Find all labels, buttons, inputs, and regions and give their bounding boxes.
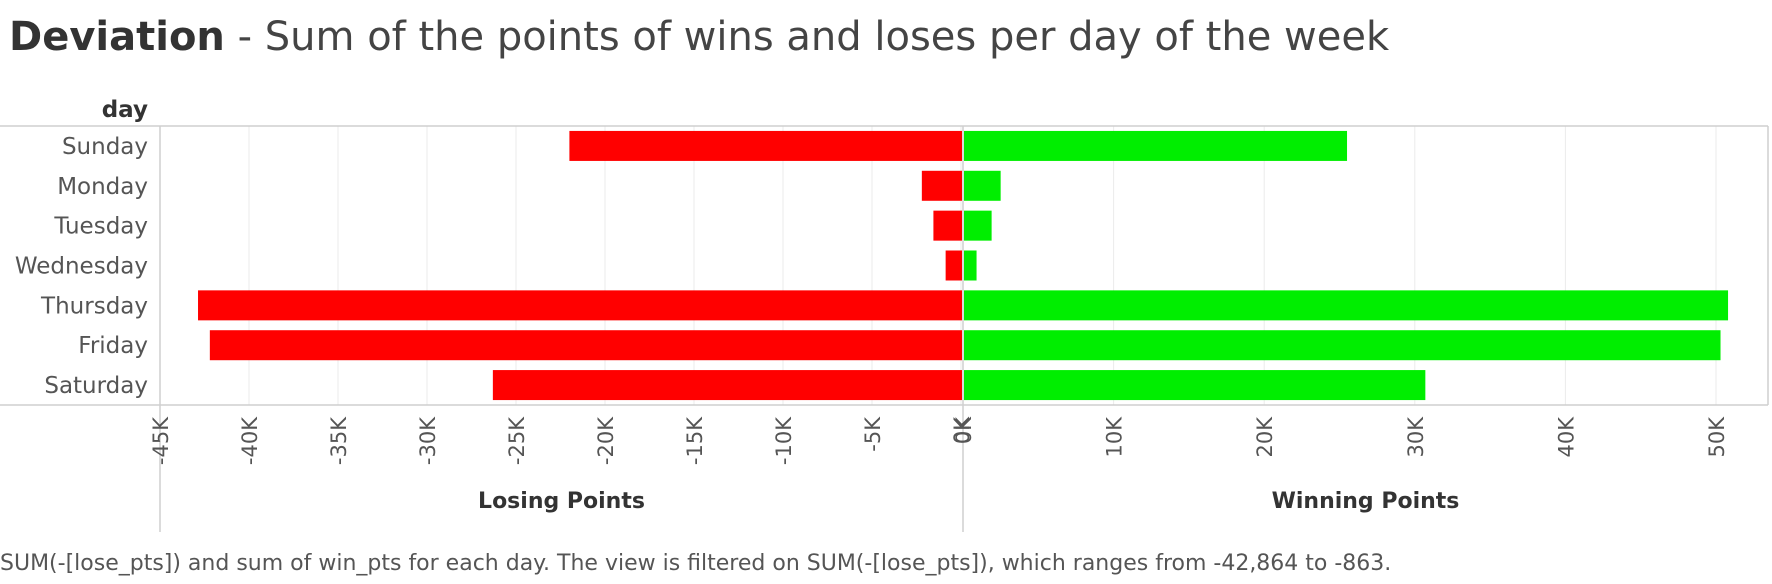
row-header-day: day (102, 97, 148, 123)
tick-label-winning-3: 30K (1404, 416, 1428, 458)
tick-label-losing-5: -20K (594, 416, 618, 465)
tick-label-winning-0: 0K (952, 416, 976, 444)
bar-winning-wednesday (964, 250, 977, 281)
bar-losing-saturday (492, 370, 962, 401)
bar-winning-saturday (964, 370, 1426, 401)
category-label-sunday: Sunday (62, 134, 148, 160)
chart-caption: SUM(-[lose_pts]) and sum of win_pts for … (0, 551, 1392, 576)
tick-label-losing-4: -25K (505, 416, 529, 465)
bar-winning-monday (964, 170, 1001, 201)
bar-losing-thursday (198, 290, 962, 321)
tick-label-losing-1: -40K (238, 416, 262, 465)
tick-label-losing-7: -10K (772, 416, 796, 465)
tick-label-losing-2: -35K (327, 416, 351, 465)
tick-label-winning-4: 40K (1554, 416, 1578, 458)
tick-label-winning-1: 10K (1103, 416, 1127, 458)
bar-winning-tuesday (964, 210, 992, 241)
category-label-tuesday: Tuesday (53, 214, 148, 240)
title-bold: Deviation (9, 14, 225, 60)
chart-title: Deviation - Sum of the points of wins an… (9, 14, 1389, 60)
tick-label-losing-8: -5K (861, 416, 885, 452)
axis-title-losing: Losing Points (478, 489, 645, 514)
tick-label-losing-6: -15K (683, 416, 707, 465)
bar-losing-tuesday (933, 210, 962, 241)
category-label-thursday: Thursday (40, 293, 148, 319)
tick-label-losing-3: -30K (416, 416, 440, 465)
tick-label-winning-5: 50K (1705, 416, 1729, 458)
category-label-wednesday: Wednesday (15, 254, 148, 280)
tick-label-losing-0: -45K (149, 416, 173, 465)
title-rest: - Sum of the points of wins and loses pe… (224, 14, 1390, 60)
deviation-chart: day Sunday Monday Tuesday Wednesday Thursday F… (0, 97, 1769, 532)
bar-winning-thursday (964, 290, 1729, 321)
bar-losing-monday (921, 170, 962, 201)
axis-title-winning: Winning Points (1272, 489, 1460, 514)
tick-label-losing-9: 0K (950, 416, 974, 444)
bar-losing-friday (209, 330, 963, 361)
category-label-friday: Friday (78, 333, 148, 359)
bar-winning-friday (964, 330, 1721, 361)
bar-winning-sunday (964, 130, 1348, 161)
category-label-monday: Monday (57, 174, 148, 200)
bar-losing-sunday (569, 130, 962, 161)
category-label-saturday: Saturday (44, 373, 148, 399)
tick-label-winning-2: 20K (1253, 416, 1277, 458)
bar-losing-wednesday (945, 250, 962, 281)
